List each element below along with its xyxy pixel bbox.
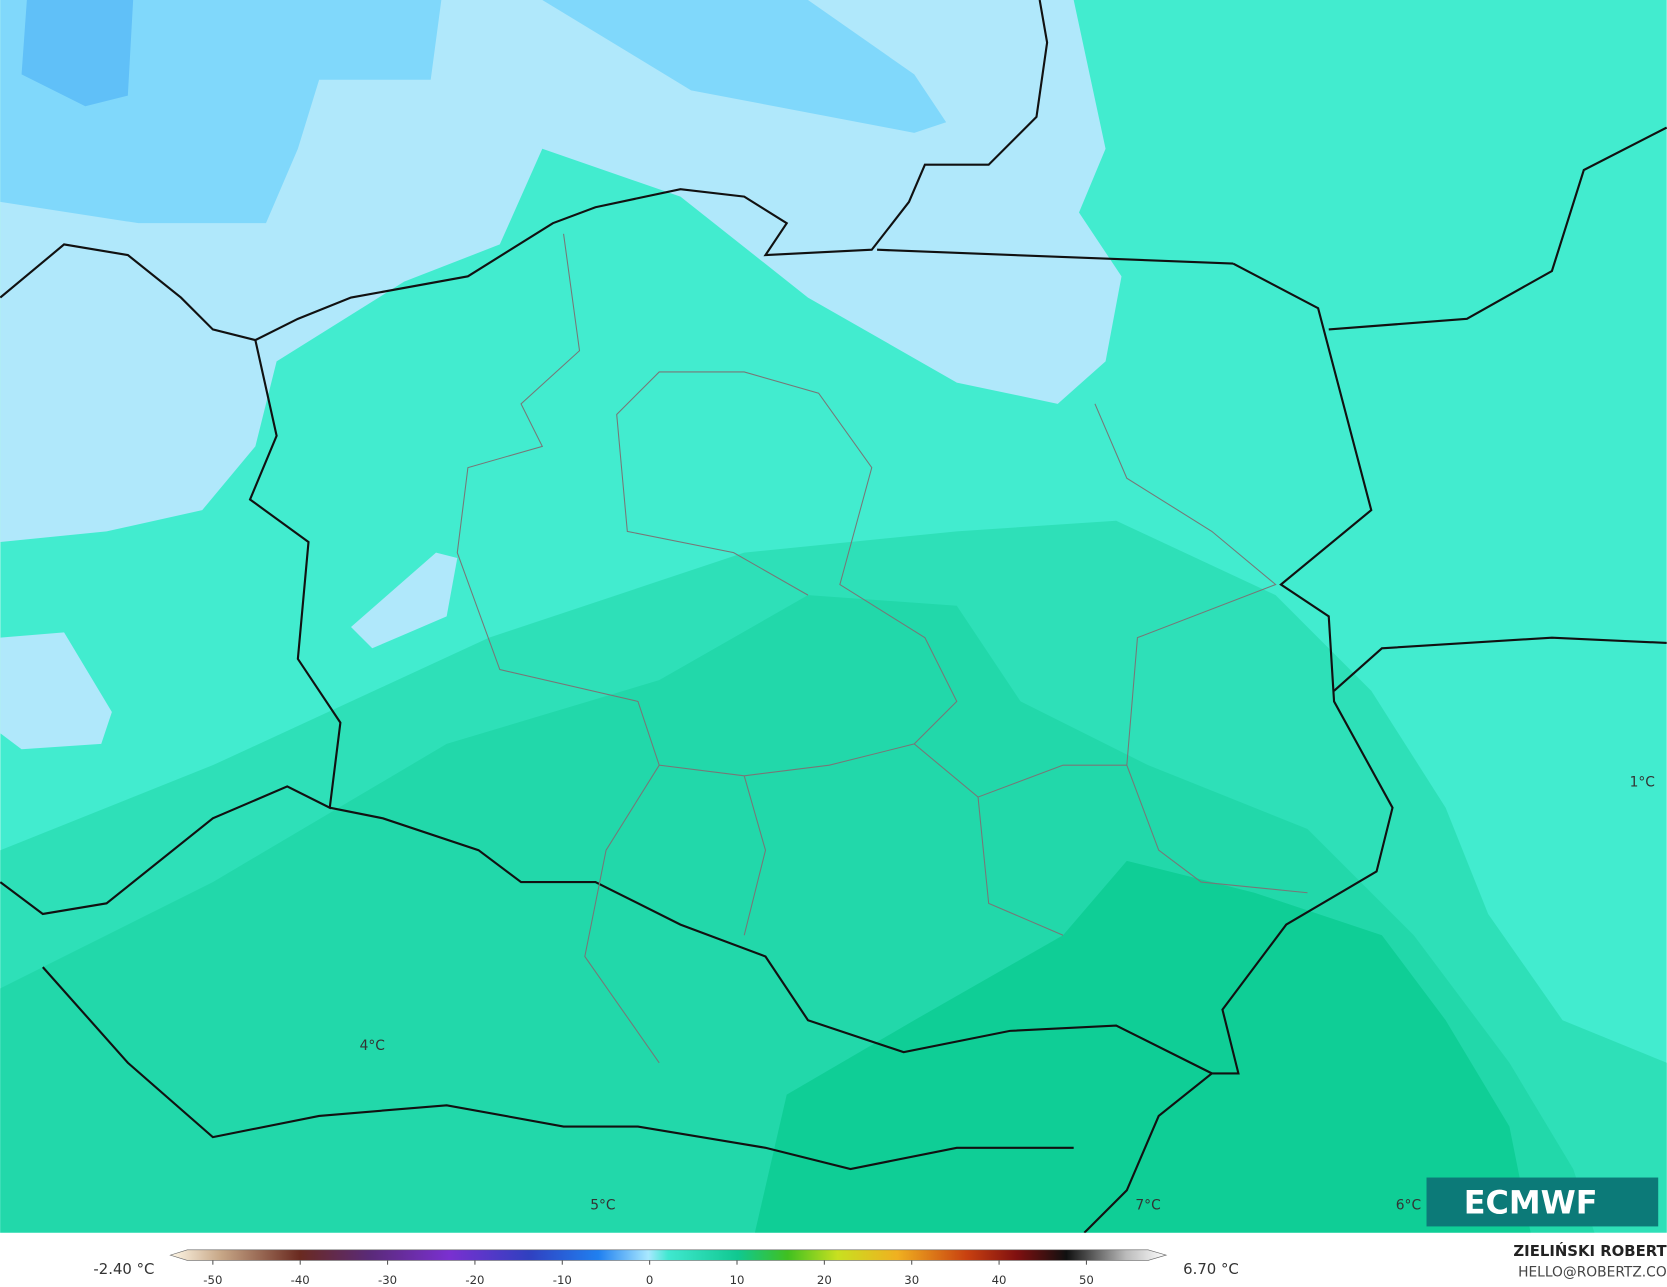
colorbar-tick-label: 0 <box>646 1273 653 1287</box>
logo: ECMWF <box>1464 1184 1598 1222</box>
contour-label: 1°C <box>1630 774 1655 790</box>
contour-label: 7°C <box>1135 1197 1160 1213</box>
coastlines <box>0 0 1667 1234</box>
region-borders <box>456 233 1308 1064</box>
author-contact: HELLO@ROBERTZ.CO <box>1518 1264 1667 1280</box>
colorbar-tick-label: -40 <box>291 1273 310 1287</box>
colorbar-tick-label: 20 <box>817 1273 832 1287</box>
contour-label: 4°C <box>360 1038 385 1054</box>
contour-label: 5°C <box>590 1197 615 1213</box>
colorbar-tick-label: -10 <box>553 1273 572 1287</box>
colorbar <box>169 1249 1168 1261</box>
logo-box: ECMWF <box>1426 1177 1659 1227</box>
contour-label: 6°C <box>1396 1197 1421 1213</box>
colorbar-tick-label: -20 <box>465 1273 484 1287</box>
colorbar-tick-label: 30 <box>904 1273 919 1287</box>
colorbar-tick-label: 50 <box>1079 1273 1094 1287</box>
min-value: -2.40 °C <box>93 1260 154 1278</box>
colorbar-tick-label: 40 <box>992 1273 1007 1287</box>
map-fields <box>0 0 1667 1233</box>
colorbar-tick-label: -50 <box>203 1273 222 1287</box>
colorbar-tick-label: 10 <box>730 1273 745 1287</box>
max-value: 6.70 °C <box>1183 1260 1239 1278</box>
author-name: ZIELIŃSKI ROBERT <box>1513 1242 1667 1260</box>
colorbar-tick-label: -30 <box>378 1273 397 1287</box>
